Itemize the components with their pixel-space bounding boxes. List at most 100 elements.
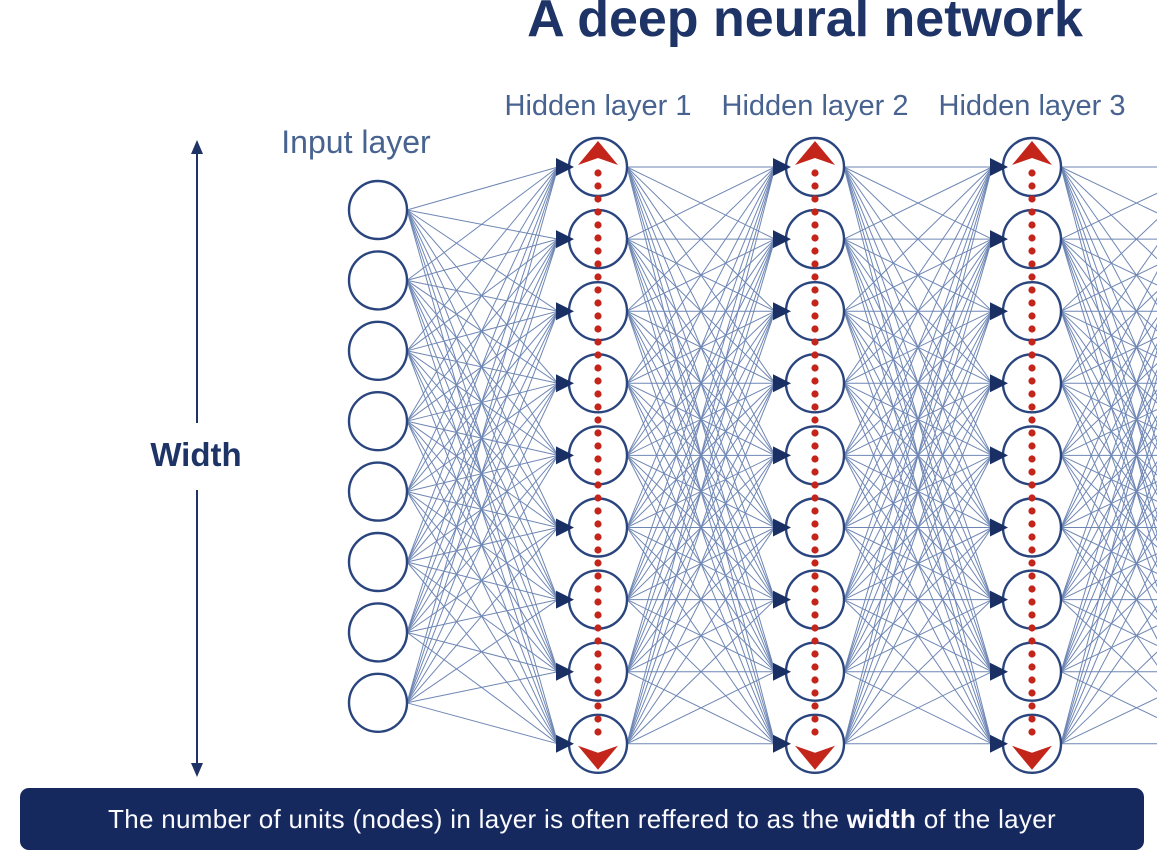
connection-line bbox=[843, 166, 993, 312]
red-dot bbox=[811, 507, 819, 515]
connection-line bbox=[406, 420, 559, 456]
nodes bbox=[347, 136, 1063, 774]
red-dot bbox=[594, 195, 602, 203]
red-dot bbox=[811, 221, 819, 229]
red-dot bbox=[1028, 546, 1036, 554]
connection-line bbox=[406, 166, 559, 563]
red-dot bbox=[811, 546, 819, 554]
red-dot bbox=[811, 208, 819, 216]
red-dot bbox=[811, 182, 819, 190]
red-dot bbox=[1028, 338, 1036, 346]
caption-bold-word: width bbox=[846, 803, 917, 834]
red-dot bbox=[811, 286, 819, 294]
connection-line bbox=[843, 671, 993, 745]
connection-line bbox=[406, 631, 559, 673]
connection-line bbox=[843, 166, 993, 600]
red-dot bbox=[811, 273, 819, 281]
red-dot bbox=[594, 650, 602, 658]
width-arrowhead-down-icon bbox=[191, 763, 203, 777]
red-dot bbox=[811, 442, 819, 450]
connection-line bbox=[1060, 323, 1157, 600]
red-arrowhead-up-icon bbox=[578, 141, 618, 165]
connection-line bbox=[406, 166, 559, 352]
red-dot bbox=[594, 546, 602, 554]
connection-line bbox=[626, 166, 776, 456]
red-dot bbox=[811, 728, 819, 736]
wedge-arrowhead-icon bbox=[990, 230, 1008, 249]
connection-line bbox=[626, 671, 776, 745]
connection-line bbox=[1060, 671, 1157, 719]
connection-line bbox=[1060, 455, 1157, 594]
red-dot bbox=[811, 481, 819, 489]
red-dot bbox=[811, 585, 819, 593]
red-dot bbox=[811, 299, 819, 307]
width-label: Width bbox=[150, 436, 242, 473]
red-dot bbox=[594, 338, 602, 346]
connection-line bbox=[626, 166, 776, 240]
red-dot bbox=[594, 559, 602, 567]
connection-line bbox=[626, 455, 776, 745]
red-dot bbox=[1028, 598, 1036, 606]
red-dot bbox=[1028, 260, 1036, 268]
red-dot bbox=[811, 637, 819, 645]
connection-line bbox=[626, 166, 776, 600]
connection-line bbox=[1060, 605, 1157, 745]
red-dot bbox=[594, 221, 602, 229]
connection-line bbox=[406, 561, 559, 745]
wedge-arrowhead-icon bbox=[990, 302, 1008, 321]
wedge-arrowhead-icon bbox=[556, 662, 574, 681]
wedge-arrowhead-icon bbox=[773, 302, 791, 321]
connection-line bbox=[406, 420, 559, 528]
connection-line bbox=[406, 383, 559, 704]
connection-line bbox=[406, 209, 559, 240]
red-dot bbox=[594, 715, 602, 723]
wedge-arrowhead-icon bbox=[990, 158, 1008, 176]
red-arrowhead-up-icon bbox=[795, 141, 835, 165]
connection-line bbox=[1060, 238, 1157, 378]
caption-banner: The number of units (nodes) in layer is … bbox=[20, 788, 1144, 850]
red-dot bbox=[594, 390, 602, 398]
red-dot bbox=[594, 208, 602, 216]
connection-line bbox=[406, 631, 559, 745]
red-dot bbox=[594, 429, 602, 437]
red-dot bbox=[594, 182, 602, 190]
connection-line bbox=[626, 166, 776, 312]
wedge-arrowhead-icon bbox=[773, 374, 791, 393]
connection-line bbox=[406, 238, 559, 281]
connection-line bbox=[626, 166, 776, 384]
connection-line bbox=[406, 238, 559, 703]
red-dot bbox=[811, 702, 819, 710]
red-dot bbox=[1028, 182, 1036, 190]
connection-line bbox=[406, 280, 559, 600]
connection-line bbox=[843, 311, 993, 744]
wedge-arrowhead-icon bbox=[556, 590, 574, 609]
connection-line bbox=[406, 350, 559, 600]
red-dot bbox=[594, 676, 602, 684]
red-dot bbox=[594, 299, 602, 307]
connection-line bbox=[406, 702, 559, 745]
connection-line bbox=[406, 280, 559, 456]
wedge-arrowhead-icon bbox=[773, 230, 791, 249]
red-dot bbox=[594, 325, 602, 333]
connection-line bbox=[406, 491, 559, 601]
red-dot bbox=[594, 273, 602, 281]
wedge-arrowhead-icon bbox=[990, 734, 1008, 753]
connection-line bbox=[1060, 349, 1157, 672]
red-dot bbox=[811, 572, 819, 580]
red-dot bbox=[594, 585, 602, 593]
red-dot bbox=[811, 468, 819, 476]
red-dot bbox=[811, 325, 819, 333]
connection-line bbox=[406, 279, 559, 312]
connection-line bbox=[843, 166, 993, 744]
red-arrowhead-down-icon bbox=[795, 745, 835, 770]
red-dot bbox=[811, 611, 819, 619]
wedge-arrowhead-icon bbox=[990, 662, 1008, 681]
connection-line bbox=[1060, 467, 1157, 744]
connection-line bbox=[406, 311, 559, 703]
connection-line bbox=[626, 599, 776, 745]
red-dot bbox=[594, 377, 602, 385]
connection-line bbox=[1060, 461, 1157, 600]
connection-line bbox=[406, 209, 559, 384]
connection-line bbox=[843, 599, 993, 745]
